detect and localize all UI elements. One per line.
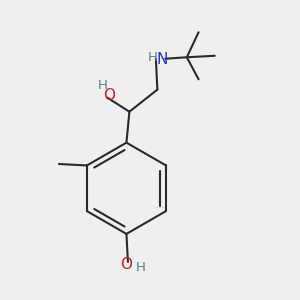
Text: N: N	[157, 52, 168, 67]
Text: H: H	[98, 79, 108, 92]
Text: O: O	[120, 257, 132, 272]
Text: O: O	[103, 88, 115, 103]
Text: H: H	[135, 261, 145, 274]
Text: H: H	[147, 51, 157, 64]
